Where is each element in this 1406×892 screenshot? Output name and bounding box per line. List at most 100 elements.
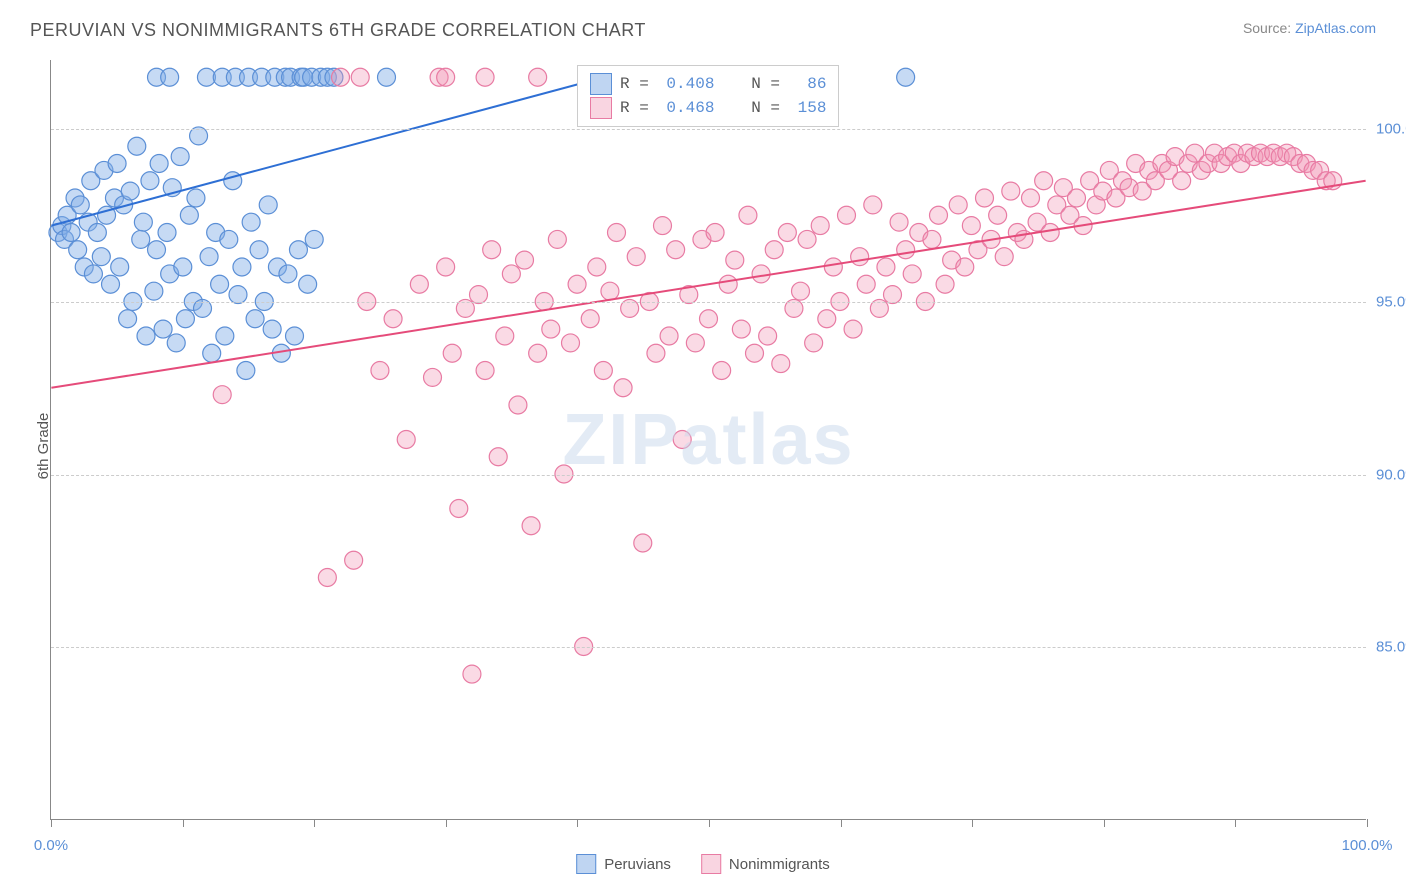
scatter-point xyxy=(203,344,221,362)
scatter-point xyxy=(772,355,790,373)
scatter-point xyxy=(588,258,606,276)
scatter-point xyxy=(397,431,415,449)
scatter-point xyxy=(654,217,672,235)
scatter-point xyxy=(200,248,218,266)
scatter-point xyxy=(305,230,323,248)
scatter-point xyxy=(962,217,980,235)
scatter-point xyxy=(476,68,494,86)
scatter-point xyxy=(318,569,336,587)
x-tick xyxy=(314,819,315,827)
chart-title: PERUVIAN VS NONIMMIGRANTS 6TH GRADE CORR… xyxy=(30,20,646,41)
scatter-point xyxy=(897,241,915,259)
scatter-point xyxy=(890,213,908,231)
scatter-point xyxy=(1041,224,1059,242)
scatter-point xyxy=(148,241,166,259)
stats-swatch xyxy=(590,73,612,95)
legend-label: Nonimmigrants xyxy=(729,856,830,873)
scatter-point xyxy=(384,310,402,328)
x-tick xyxy=(1104,819,1105,827)
x-tick xyxy=(51,819,52,827)
stats-n-label: N = xyxy=(722,96,789,120)
scatter-point xyxy=(371,362,389,380)
scatter-point xyxy=(838,206,856,224)
y-tick-label: 85.0% xyxy=(1376,639,1406,656)
scatter-point xyxy=(1035,172,1053,190)
scatter-point xyxy=(601,282,619,300)
source-link[interactable]: ZipAtlas.com xyxy=(1295,20,1376,36)
scatter-point xyxy=(542,320,560,338)
source-label: Source: xyxy=(1243,20,1295,36)
scatter-point xyxy=(88,224,106,242)
scatter-point xyxy=(145,282,163,300)
scatter-point xyxy=(171,148,189,166)
scatter-point xyxy=(562,334,580,352)
stats-r-value: 0.468 xyxy=(666,96,714,120)
scatter-point xyxy=(259,196,277,214)
scatter-point xyxy=(69,241,87,259)
scatter-point xyxy=(71,196,89,214)
scatter-point xyxy=(667,241,685,259)
gridline xyxy=(51,475,1366,476)
scatter-point xyxy=(732,320,750,338)
scatter-point xyxy=(805,334,823,352)
scatter-point xyxy=(102,275,120,293)
scatter-point xyxy=(811,217,829,235)
scatter-point xyxy=(956,258,974,276)
scatter-point xyxy=(483,241,501,259)
scatter-point xyxy=(246,310,264,328)
scatter-point xyxy=(174,258,192,276)
scatter-point xyxy=(824,258,842,276)
trend-line xyxy=(51,181,1365,388)
scatter-point xyxy=(137,327,155,345)
scatter-point xyxy=(798,230,816,248)
scatter-point xyxy=(627,248,645,266)
scatter-point xyxy=(792,282,810,300)
scatter-point xyxy=(167,334,185,352)
plot-area: ZIPatlas R = 0.408 N = 86R = 0.468 N = 1… xyxy=(50,60,1366,820)
plot-svg xyxy=(51,60,1366,819)
stats-box: R = 0.408 N = 86R = 0.468 N = 158 xyxy=(577,65,839,127)
stats-n-value: 158 xyxy=(798,96,827,120)
scatter-point xyxy=(141,172,159,190)
scatter-point xyxy=(437,68,455,86)
scatter-point xyxy=(1068,189,1086,207)
scatter-point xyxy=(529,68,547,86)
scatter-point xyxy=(299,275,317,293)
legend-item: Peruvians xyxy=(576,854,671,874)
scatter-point xyxy=(242,213,260,231)
scatter-point xyxy=(930,206,948,224)
scatter-point xyxy=(864,196,882,214)
stats-row: R = 0.468 N = 158 xyxy=(590,96,826,120)
stats-r-value: 0.408 xyxy=(666,72,714,96)
scatter-point xyxy=(851,248,869,266)
scatter-point xyxy=(410,275,428,293)
scatter-point xyxy=(424,368,442,386)
y-tick-label: 90.0% xyxy=(1376,466,1406,483)
scatter-point xyxy=(213,386,231,404)
scatter-point xyxy=(581,310,599,328)
scatter-point xyxy=(378,68,396,86)
scatter-point xyxy=(778,224,796,242)
legend-swatch xyxy=(576,854,596,874)
scatter-point xyxy=(548,230,566,248)
scatter-point xyxy=(719,275,737,293)
scatter-point xyxy=(161,68,179,86)
scatter-point xyxy=(516,251,534,269)
source-attribution: Source: ZipAtlas.com xyxy=(1243,20,1376,36)
scatter-point xyxy=(700,310,718,328)
stats-swatch xyxy=(590,97,612,119)
scatter-point xyxy=(220,230,238,248)
scatter-point xyxy=(211,275,229,293)
scatter-point xyxy=(119,310,137,328)
scatter-point xyxy=(614,379,632,397)
stats-n-value: 86 xyxy=(798,72,827,96)
scatter-point xyxy=(450,500,468,518)
scatter-point xyxy=(289,241,307,259)
x-tick xyxy=(1235,819,1236,827)
scatter-point xyxy=(594,362,612,380)
scatter-point xyxy=(351,68,369,86)
x-tick xyxy=(183,819,184,827)
scatter-point xyxy=(437,258,455,276)
scatter-point xyxy=(489,448,507,466)
scatter-point xyxy=(522,517,540,535)
